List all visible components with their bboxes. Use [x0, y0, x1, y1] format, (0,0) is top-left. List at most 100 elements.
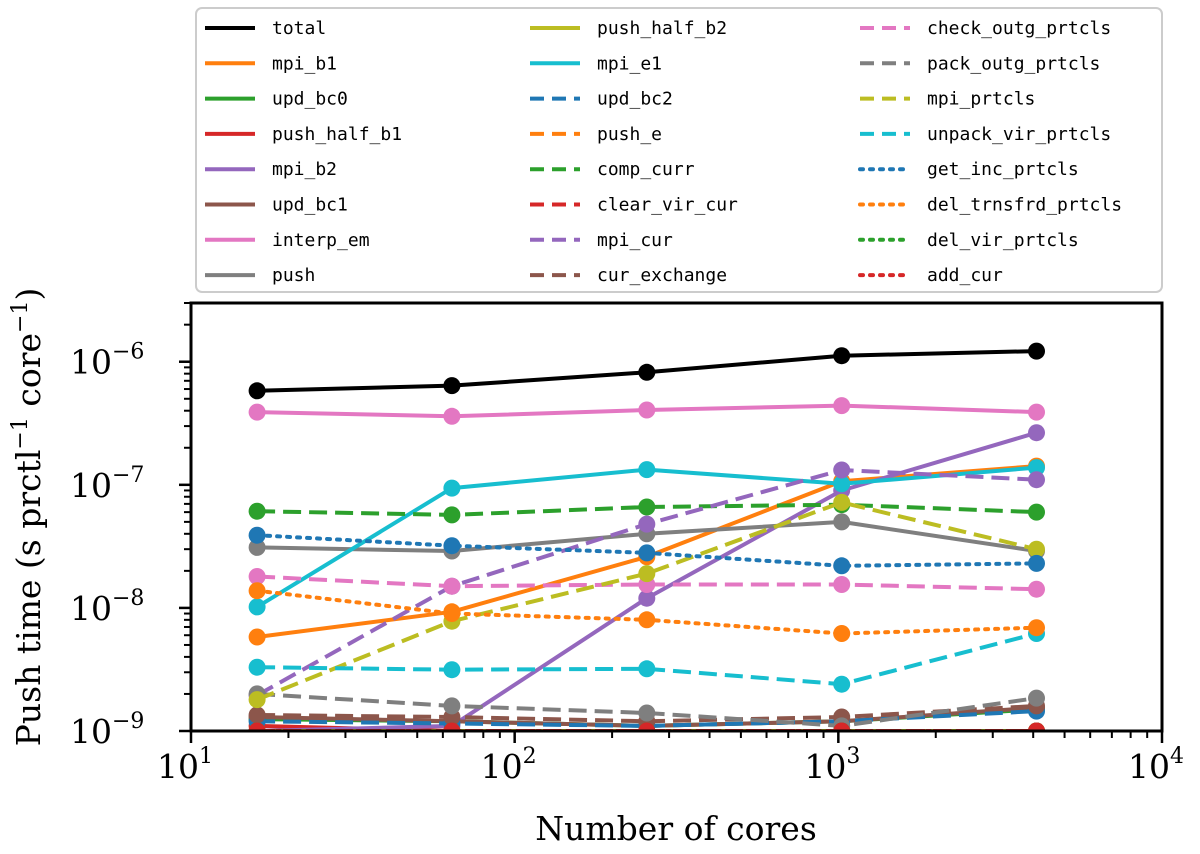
- y-tick-base: 10: [70, 466, 112, 505]
- legend-label-total: total: [272, 18, 326, 39]
- legend-label-get_inc_prtcls: get_inc_prtcls: [927, 159, 1079, 180]
- data-point-del_trnsfrd_prtcls-16: [248, 582, 266, 600]
- legend-label-comp_curr: comp_curr: [597, 159, 695, 180]
- data-point-mpi_cur-4096: [1028, 471, 1045, 489]
- data-point-pack_outg_prtcls-4096: [1028, 689, 1045, 707]
- data-point-add_cur-16: [248, 722, 266, 731]
- legend-frame: [195, 7, 1163, 293]
- x-tick-exp: 2: [523, 744, 537, 769]
- legend-item-interp_em: interp_em: [205, 230, 370, 251]
- legend-item-cur_exchange: cur_exchange: [530, 265, 727, 286]
- x-tick-base: 10: [481, 747, 523, 786]
- x-axis-label: Number of cores: [535, 809, 817, 848]
- data-point-mpi_prtcls-1024: [833, 493, 851, 511]
- legend-label-push: push: [272, 265, 315, 286]
- legend-item-mpi_b1: mpi_b1: [205, 53, 337, 74]
- x-tick-exp: 3: [846, 744, 860, 769]
- data-point-interp_em-1024: [833, 397, 851, 415]
- data-point-get_inc_prtcls-64: [443, 537, 461, 555]
- x-tick-base: 10: [157, 747, 199, 786]
- legend-item-mpi_prtcls: mpi_prtcls: [860, 89, 1035, 110]
- data-point-check_outg_prtcls-1024: [833, 576, 851, 593]
- legend-item-push_half_b2: push_half_b2: [530, 18, 727, 39]
- data-point-total-64: [443, 377, 461, 395]
- legend-label-check_outg_prtcls: check_outg_prtcls: [927, 18, 1111, 39]
- legend-label-interp_em: interp_em: [272, 230, 370, 251]
- legend-label-cur_exchange: cur_exchange: [597, 265, 727, 286]
- y-tick-exp: −6: [112, 340, 144, 365]
- series-total: [248, 342, 1045, 400]
- data-point-add_cur-256: [638, 722, 656, 731]
- y-tick-label: 10−7: [70, 463, 144, 505]
- data-point-unpack_vir_prtcls-1024: [833, 675, 851, 693]
- y-axis-title-exp1: −1: [8, 417, 33, 449]
- data-point-add_cur-64: [443, 722, 461, 731]
- data-point-check_outg_prtcls-4096: [1028, 580, 1045, 598]
- x-tick-label: 101: [157, 744, 213, 786]
- legend-item-del_trnsfrd_prtcls: del_trnsfrd_prtcls: [858, 195, 1122, 216]
- legend-item-get_inc_prtcls: get_inc_prtcls: [858, 159, 1079, 180]
- legend-item-mpi_b2: mpi_b2: [205, 159, 337, 180]
- y-axis-title-part1: Push time (s prctl: [9, 450, 48, 747]
- data-point-check_outg_prtcls-16: [248, 568, 266, 585]
- data-point-mpi_e1-1024: [833, 475, 851, 493]
- x-tick-label: 104: [1128, 744, 1184, 786]
- data-point-get_inc_prtcls-1024: [833, 557, 851, 575]
- series-mpi_e1: [248, 459, 1045, 616]
- data-point-get_inc_prtcls-256: [638, 544, 656, 562]
- data-point-unpack_vir_prtcls-16: [248, 658, 266, 676]
- legend-label-unpack_vir_prtcls: unpack_vir_prtcls: [927, 124, 1111, 145]
- legend-item-pack_outg_prtcls: pack_outg_prtcls: [860, 53, 1100, 74]
- data-point-check_outg_prtcls-64: [443, 577, 461, 595]
- data-point-del_trnsfrd_prtcls-256: [638, 611, 656, 629]
- data-point-get_inc_prtcls-16: [248, 526, 266, 544]
- series-unpack_vir_prtcls: [248, 625, 1045, 693]
- legend-item-mpi_e1: mpi_e1: [530, 53, 662, 74]
- x-axis-title: Number of cores: [535, 809, 817, 848]
- legend-label-mpi_prtcls: mpi_prtcls: [927, 89, 1035, 110]
- y-tick-exp: −8: [112, 586, 144, 611]
- y-axis-title-exp2: −1: [8, 301, 33, 333]
- data-point-comp_curr-4096: [1028, 503, 1045, 521]
- legend-label-upd_bc1: upd_bc1: [272, 195, 348, 216]
- data-point-interp_em-16: [248, 403, 266, 421]
- legend-item-upd_bc1: upd_bc1: [205, 195, 348, 216]
- series-pack_outg_prtcls: [248, 685, 1045, 731]
- legend-item-add_cur: add_cur: [858, 265, 1003, 286]
- data-point-add_cur-1024: [833, 722, 851, 731]
- data-point-mpi_cur-256: [638, 515, 656, 533]
- y-axis-title-part3: ): [9, 288, 48, 301]
- y-tick-exp: −7: [112, 463, 144, 488]
- legend-item-del_vir_prtcls: del_vir_prtcls: [858, 230, 1079, 251]
- data-point-del_trnsfrd_prtcls-1024: [833, 625, 851, 642]
- data-point-del_trnsfrd_prtcls-64: [443, 605, 461, 622]
- data-point-mpi_b2-4096: [1028, 424, 1045, 442]
- y-tick-label: 10−9: [70, 709, 144, 751]
- legend-label-mpi_b2: mpi_b2: [272, 159, 337, 180]
- y-tick-base: 10: [70, 343, 112, 382]
- legend-label-push_half_b1: push_half_b1: [272, 124, 402, 145]
- data-point-add_cur-4096: [1028, 722, 1045, 731]
- data-point-pack_outg_prtcls-64: [443, 697, 461, 715]
- data-point-interp_em-64: [443, 407, 461, 425]
- data-point-cur_exchange-16: [248, 706, 266, 724]
- x-tick-label: 103: [804, 744, 860, 786]
- x-tick-base: 10: [1128, 747, 1170, 786]
- data-point-mpi_cur-1024: [833, 461, 851, 479]
- legend-item-upd_bc0: upd_bc0: [205, 89, 348, 110]
- legend: total mpi_b1 upd_bc0 push_half_b1 mpi_b2 upd_…: [195, 7, 1163, 293]
- data-point-interp_em-4096: [1028, 403, 1045, 421]
- x-tick-label: 102: [481, 744, 537, 786]
- data-point-mpi_prtcls-16: [248, 691, 266, 709]
- series-line-check_outg_prtcls: [257, 574, 1037, 592]
- data-point-total-1024: [833, 347, 851, 365]
- x-tick-exp: 1: [199, 744, 213, 769]
- data-point-total-16: [248, 382, 266, 400]
- data-point-comp_curr-256: [638, 498, 656, 516]
- y-tick-label: 10−8: [70, 586, 144, 628]
- legend-label-push_half_b2: push_half_b2: [597, 18, 727, 39]
- data-point-push-16: [248, 538, 266, 556]
